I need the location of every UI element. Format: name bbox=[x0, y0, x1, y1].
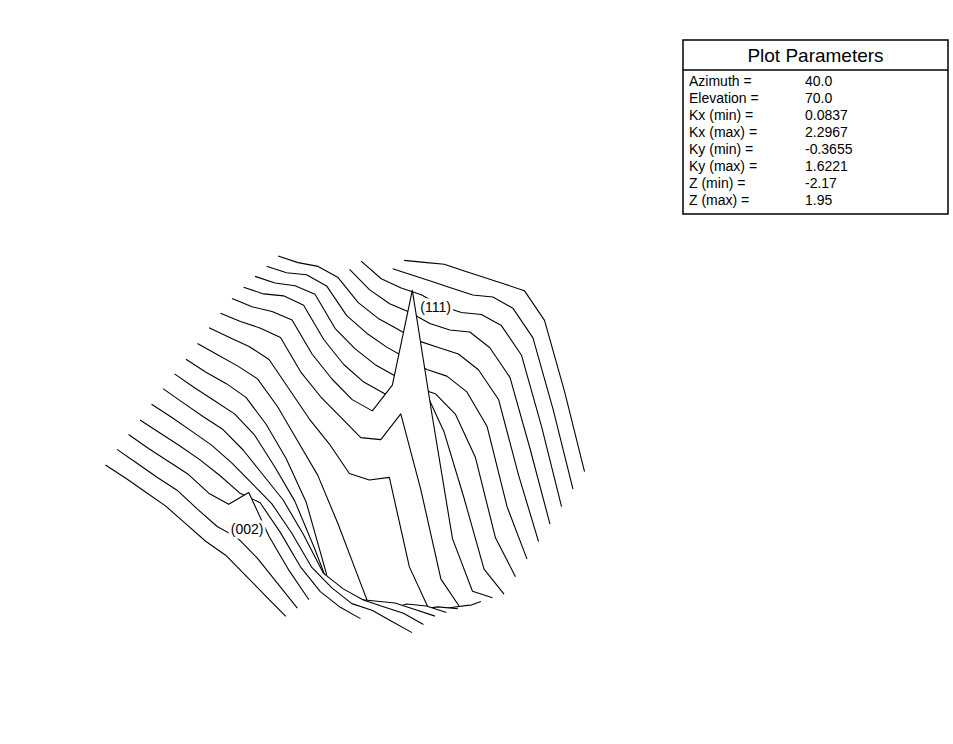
parameter-value: 1.95 bbox=[805, 192, 832, 208]
label-patch bbox=[229, 520, 266, 538]
parameter-name: Azimuth = bbox=[689, 73, 752, 89]
box-divider bbox=[683, 69, 948, 71]
box-title: Plot Parameters bbox=[747, 45, 883, 66]
surface bbox=[105, 256, 584, 744]
parameter-box bbox=[683, 40, 948, 214]
parameter-value: -0.3655 bbox=[805, 141, 853, 157]
label-patch bbox=[418, 298, 453, 316]
annotation: (111) bbox=[420, 299, 451, 315]
parameter-name: Z (min) = bbox=[689, 175, 745, 191]
annotation: (002) bbox=[231, 521, 264, 537]
parameter-name: Z (max) = bbox=[689, 192, 749, 208]
parameter-name: Kx (max) = bbox=[689, 124, 757, 140]
chart: (111) (002) Plot Parameters Azimuth = 40.0 El… bbox=[0, 0, 953, 744]
profile-line bbox=[105, 465, 285, 616]
parameter-value: -2.17 bbox=[805, 175, 837, 191]
parameter-value: 1.6221 bbox=[805, 158, 848, 174]
parameter-name: Ky (min) = bbox=[689, 141, 753, 157]
parameter-value: 40.0 bbox=[805, 73, 832, 89]
parameter-name: Elevation = bbox=[689, 90, 759, 106]
parameter-value: 70.0 bbox=[805, 90, 832, 106]
parameter-name: Kx (min) = bbox=[689, 107, 753, 123]
occluder bbox=[105, 465, 285, 744]
parameter-name: Ky (max) = bbox=[689, 158, 757, 174]
parameter-value: 0.0837 bbox=[805, 107, 848, 123]
parameter-value: 2.2967 bbox=[805, 124, 848, 140]
